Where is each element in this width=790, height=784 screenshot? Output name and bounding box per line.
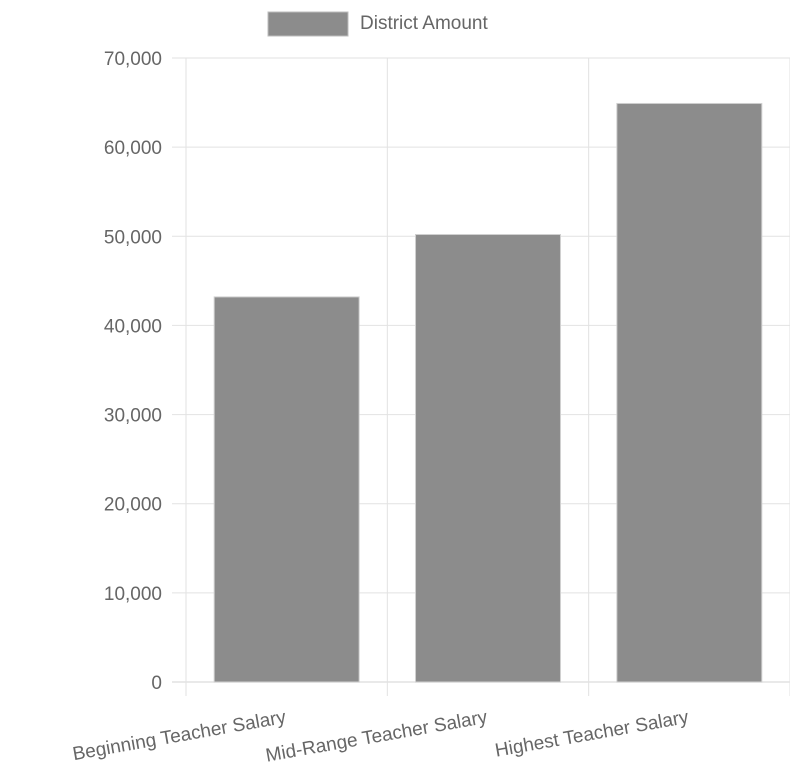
legend-swatch (267, 11, 349, 37)
legend-label: District Amount (360, 13, 488, 34)
legend[interactable]: District Amount (267, 11, 488, 37)
bars (213, 102, 763, 683)
bar[interactable] (616, 102, 763, 683)
y-tick-label: 70,000 (104, 49, 162, 70)
x-tick-label: Mid-Range Teacher Salary (264, 707, 489, 767)
y-tick-label: 40,000 (104, 316, 162, 337)
y-tick-label: 0 (151, 673, 162, 694)
bar[interactable] (213, 296, 360, 683)
x-tick-label: Beginning Teacher Salary (71, 707, 288, 765)
y-axis: 0 10,000 20,000 30,000 40,000 50,000 60,000 70,… (104, 49, 162, 694)
y-tick-label: 10,000 (104, 584, 162, 605)
y-tick-label: 30,000 (104, 406, 162, 427)
x-tick-label: Highest Teacher Salary (494, 707, 691, 762)
y-tick-label: 20,000 (104, 495, 162, 516)
bar[interactable] (415, 234, 561, 683)
y-tick-label: 50,000 (104, 227, 162, 248)
y-tick-label: 60,000 (104, 138, 162, 159)
